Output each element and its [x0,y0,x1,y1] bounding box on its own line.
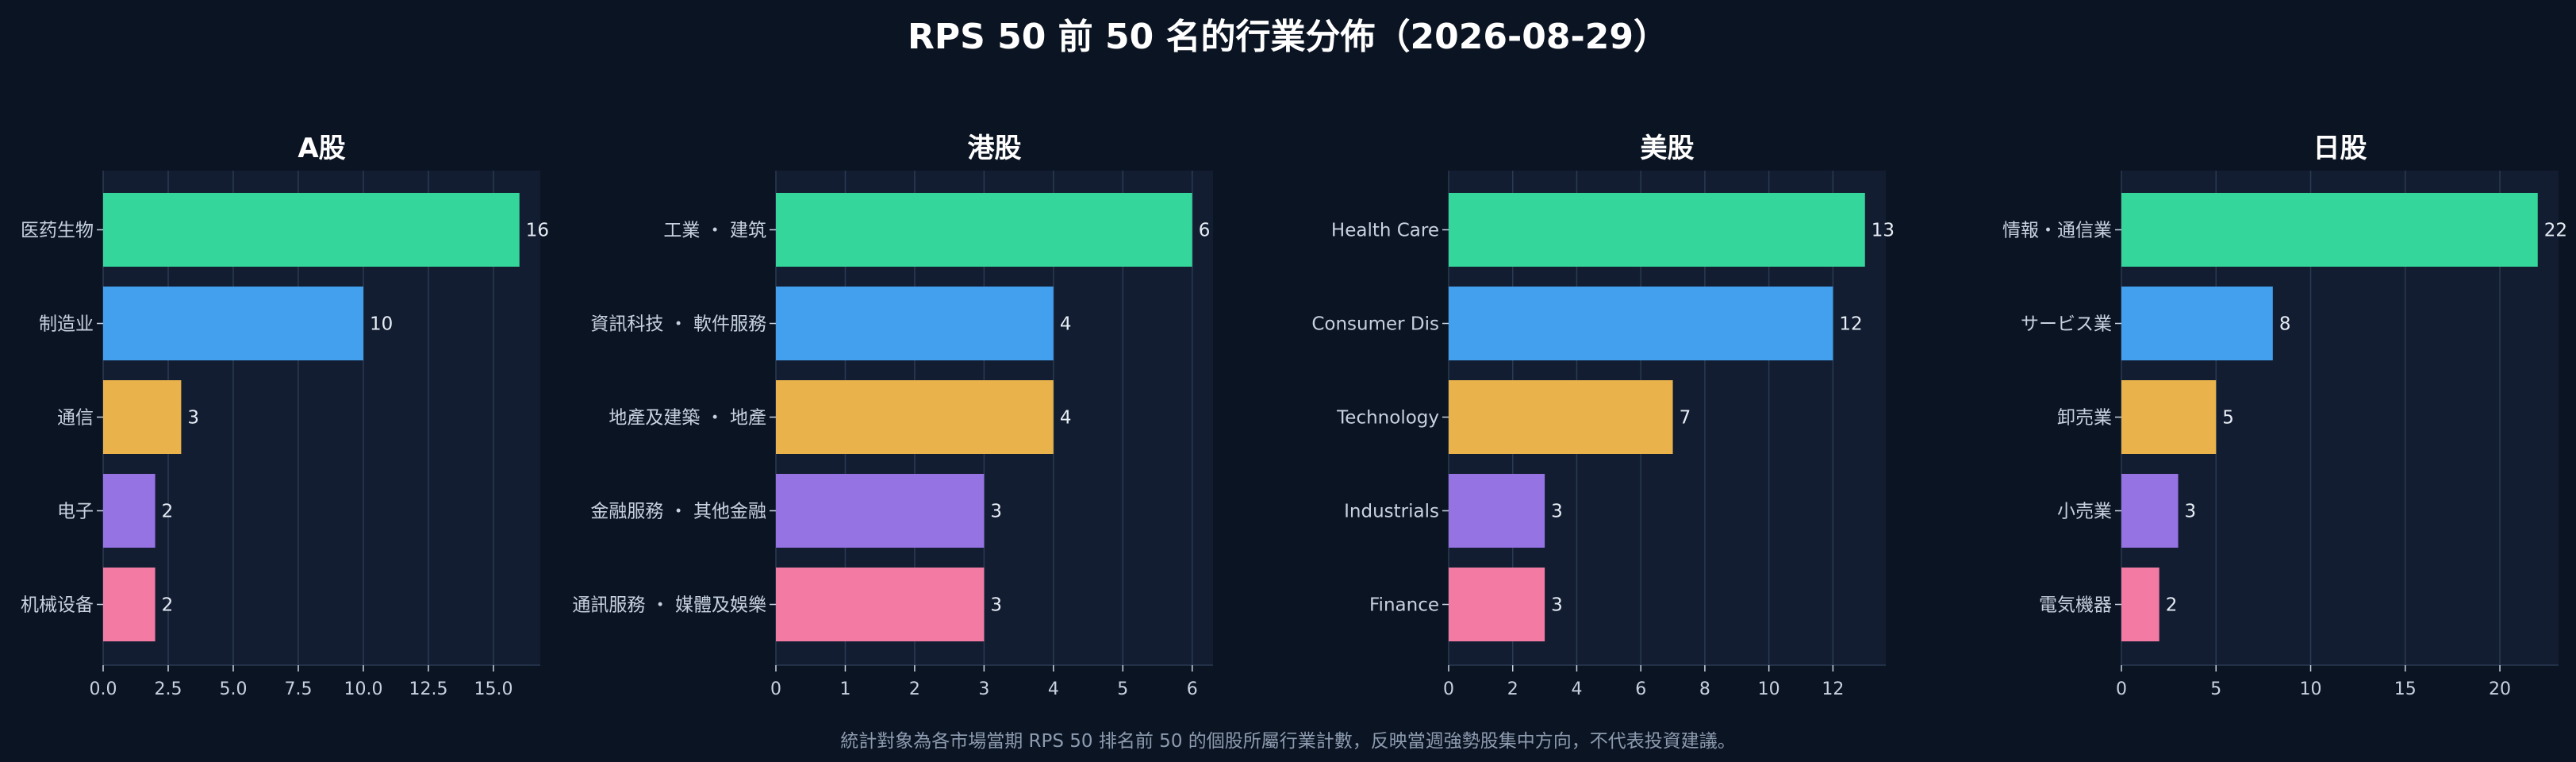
category-label: 电子 [57,502,94,522]
panel-title: 港股 [968,133,1022,164]
bar [103,380,182,454]
x-tick-label: 10 [2300,679,2322,699]
category-label: サービス業 [2021,314,2112,335]
x-tick-label: 6 [1635,679,1646,699]
bar [2121,474,2179,548]
x-tick-label: 5.0 [219,679,247,699]
bar [1449,474,1545,548]
bar [103,287,363,360]
value-label: 7 [1680,408,1691,429]
x-tick-label: 2 [1507,679,1518,699]
category-label: 情報・通信業 [2002,221,2112,241]
x-tick-label: 12.5 [409,679,447,699]
x-tick-label: 20 [2489,679,2511,699]
value-label: 3 [990,502,1002,522]
x-tick-label: 8 [1699,679,1710,699]
x-tick-label: 0 [770,679,781,699]
x-tick-label: 7.5 [284,679,312,699]
x-tick-label: 3 [978,679,989,699]
x-tick-label: 0 [2116,679,2127,699]
bar [103,474,155,548]
category-label: 金融服務 ・ 其他金融 [590,502,766,522]
value-label: 3 [1551,502,1563,522]
x-tick-label: 4 [1571,679,1582,699]
category-label: 資訊科技 ・ 軟件服務 [590,314,766,335]
value-label: 16 [526,221,549,241]
bar [103,568,155,641]
bar [1449,287,1833,360]
value-label: 3 [1551,595,1563,616]
value-label: 10 [370,314,393,335]
value-label: 22 [2544,221,2567,241]
value-label: 12 [1839,314,1862,335]
category-label: 制造业 [39,314,94,335]
category-label: 机械设备 [21,595,94,616]
bar [2121,568,2159,641]
category-label: 通信 [57,408,94,429]
bar [776,380,1054,454]
value-label: 2 [162,595,174,616]
footnote: 統計對象為各市場當期 RPS 50 排名前 50 的個股所屬行業計數，反映當週強… [840,731,1736,752]
value-label: 5 [2222,408,2234,429]
bar [776,193,1192,267]
x-tick-label: 2.5 [154,679,182,699]
value-label: 6 [1199,221,1211,241]
bar [1449,380,1673,454]
category-label: 地產及建築 ・ 地產 [608,408,766,429]
x-tick-label: 2 [909,679,920,699]
x-tick-label: 10 [1758,679,1780,699]
x-tick-label: 5 [1117,679,1128,699]
panel-title: 美股 [1641,133,1695,164]
x-tick-label: 15.0 [474,679,513,699]
x-tick-label: 1 [839,679,850,699]
bar [776,287,1054,360]
x-tick-label: 15 [2394,679,2417,699]
x-tick-label: 6 [1187,679,1198,699]
bar [1449,568,1545,641]
panel-title: 日股 [2313,133,2367,164]
x-tick-label: 12 [1822,679,1844,699]
category-label: Technology [1336,408,1439,429]
category-label: 小売業 [2057,502,2112,522]
x-tick-label: 4 [1048,679,1059,699]
bar [776,568,985,641]
value-label: 3 [990,595,1002,616]
category-label: Consumer Dis [1311,314,1439,335]
x-tick-label: 5 [2210,679,2221,699]
category-label: Industrials [1344,502,1439,522]
bar [776,474,985,548]
value-label: 4 [1060,408,1072,429]
category-label: 通訊服務 ・ 媒體及娛樂 [572,595,766,616]
category-label: 卸売業 [2057,408,2112,429]
panel-title: A股 [298,133,345,164]
category-label: Finance [1369,595,1439,616]
bar [1449,193,1865,267]
x-tick-label: 10.0 [344,679,382,699]
value-label: 2 [162,502,174,522]
value-label: 2 [2166,595,2178,616]
value-label: 3 [187,408,199,429]
value-label: 4 [1060,314,1072,335]
bar [2121,287,2273,360]
category-label: 工業 ・ 建筑 [663,221,766,241]
bar [2121,193,2538,267]
bar [103,193,520,267]
page-title: RPS 50 前 50 名的行業分佈（2026-08-29） [908,17,1668,57]
category-label: 電気機器 [2039,595,2112,616]
category-label: Health Care [1331,221,1439,241]
value-label: 8 [2279,314,2291,335]
category-label: 医药生物 [21,221,94,241]
bar [2121,380,2217,454]
x-tick-label: 0 [1443,679,1454,699]
value-label: 3 [2185,502,2197,522]
x-tick-label: 0.0 [90,679,117,699]
value-label: 13 [1872,221,1895,241]
chart-panel-3: 美股 Health Care 13 Consumer Dis 12 Technology 7… [1311,133,1895,699]
